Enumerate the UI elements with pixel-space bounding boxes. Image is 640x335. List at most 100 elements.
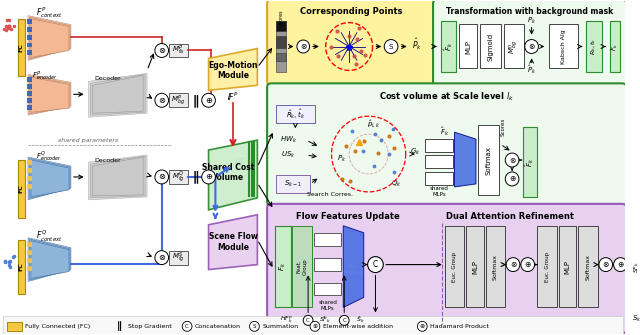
- Text: Summation: Summation: [262, 324, 298, 329]
- Polygon shape: [28, 16, 71, 60]
- Text: $G_k$: $G_k$: [410, 147, 420, 157]
- Text: $\hat{F}_k$: $\hat{F}_k$: [609, 42, 620, 51]
- Text: $R_k, t_k$: $R_k, t_k$: [589, 38, 598, 55]
- Bar: [168, 251, 188, 265]
- Text: ⊕: ⊕: [617, 260, 623, 269]
- Text: Search Corres.: Search Corres.: [307, 192, 353, 197]
- Text: $\hat{SF}_k$: $\hat{SF}_k$: [319, 314, 331, 325]
- Circle shape: [182, 321, 192, 331]
- Text: Max
Pooling: Max Pooling: [454, 155, 476, 165]
- Bar: [276, 54, 285, 61]
- Text: $\hat{p}_{i,k}$: $\hat{p}_{i,k}$: [367, 119, 380, 130]
- Text: MLP: MLP: [465, 40, 471, 54]
- Bar: [27, 250, 32, 255]
- Text: $\hat{S}_k$: $\hat{S}_k$: [356, 314, 365, 325]
- Polygon shape: [31, 77, 69, 112]
- Text: Scene Flow: Scene Flow: [209, 232, 257, 241]
- Polygon shape: [28, 74, 71, 115]
- Text: $P_k$: $P_k$: [527, 15, 536, 26]
- Bar: [538, 226, 557, 308]
- Text: Max
Pooling: Max Pooling: [342, 264, 364, 275]
- Circle shape: [506, 258, 520, 272]
- Text: $F^Q_{context}$: $F^Q_{context}$: [36, 229, 63, 245]
- Text: Cost volume at Scale level $l_k$: Cost volume at Scale level $l_k$: [379, 90, 515, 103]
- Text: FC: FC: [19, 185, 24, 193]
- Bar: [314, 258, 341, 271]
- Polygon shape: [209, 49, 257, 90]
- Text: ∥: ∥: [117, 321, 122, 331]
- Text: Corresponding Points: Corresponding Points: [300, 7, 403, 16]
- Circle shape: [505, 172, 519, 186]
- Bar: [27, 26, 32, 31]
- Bar: [523, 127, 538, 197]
- Bar: [276, 105, 315, 123]
- Bar: [586, 21, 602, 72]
- Circle shape: [310, 321, 320, 331]
- Bar: [314, 282, 341, 295]
- Text: Flow Features Update: Flow Features Update: [296, 212, 400, 221]
- Bar: [27, 184, 32, 189]
- Text: ⊗: ⊗: [509, 155, 515, 164]
- Bar: [168, 170, 188, 184]
- Bar: [441, 21, 456, 72]
- Bar: [168, 44, 188, 58]
- Polygon shape: [209, 215, 257, 270]
- Polygon shape: [28, 157, 71, 200]
- Circle shape: [155, 251, 168, 265]
- Text: $\hat{F}_k$: $\hat{F}_k$: [524, 157, 536, 166]
- Text: $S_k$: $S_k$: [632, 314, 640, 325]
- Bar: [27, 105, 32, 110]
- Bar: [480, 23, 501, 68]
- Bar: [27, 266, 32, 271]
- Text: $\hat{P}_k$: $\hat{P}_k$: [527, 63, 536, 76]
- Circle shape: [614, 258, 627, 272]
- Bar: [27, 51, 32, 56]
- Text: $M^Q_{fg}$: $M^Q_{fg}$: [172, 170, 185, 184]
- Text: ⊗: ⊗: [529, 42, 535, 51]
- Text: Shared Cost: Shared Cost: [202, 163, 254, 173]
- Text: Concatenation: Concatenation: [195, 324, 241, 329]
- Text: ⊕: ⊕: [205, 173, 212, 182]
- Circle shape: [599, 258, 612, 272]
- Bar: [445, 226, 464, 308]
- Bar: [27, 242, 32, 247]
- Text: C: C: [342, 318, 346, 323]
- Bar: [478, 125, 499, 195]
- Polygon shape: [92, 157, 143, 196]
- Bar: [425, 172, 452, 185]
- Bar: [27, 84, 32, 89]
- Bar: [549, 23, 579, 68]
- Circle shape: [525, 40, 538, 54]
- Text: Module: Module: [217, 71, 249, 80]
- Text: $P_k$: $P_k$: [337, 154, 346, 164]
- Bar: [19, 160, 25, 218]
- Text: $HW_k$: $HW_k$: [280, 135, 297, 145]
- Bar: [27, 43, 32, 48]
- Text: $F^P_{encoder}$: $F^P_{encoder}$: [31, 70, 58, 83]
- Text: Softmax: Softmax: [586, 254, 591, 280]
- Text: $HF^p_k$: $HF^p_k$: [280, 314, 293, 325]
- Circle shape: [505, 153, 519, 167]
- Polygon shape: [31, 19, 69, 58]
- Bar: [460, 23, 477, 68]
- Text: ⊗: ⊗: [158, 253, 165, 262]
- Text: Decoder: Decoder: [95, 157, 122, 162]
- Bar: [27, 35, 32, 40]
- Text: ⊗: ⊗: [420, 324, 425, 329]
- FancyBboxPatch shape: [267, 204, 627, 333]
- Bar: [19, 240, 25, 294]
- Circle shape: [303, 315, 313, 325]
- Text: $US_k$: $US_k$: [282, 150, 296, 160]
- Bar: [276, 21, 285, 30]
- Circle shape: [339, 315, 349, 325]
- Polygon shape: [92, 75, 143, 113]
- Text: ⊗: ⊗: [158, 46, 165, 55]
- Text: ⊗: ⊗: [158, 173, 165, 182]
- Text: $\hat{P}_k$: $\hat{P}_k$: [412, 37, 422, 53]
- FancyBboxPatch shape: [267, 83, 627, 206]
- Circle shape: [250, 321, 259, 331]
- Bar: [486, 226, 505, 308]
- Circle shape: [155, 170, 168, 184]
- Text: $S_{k-1}$: $S_{k-1}$: [284, 179, 301, 189]
- Bar: [292, 226, 312, 308]
